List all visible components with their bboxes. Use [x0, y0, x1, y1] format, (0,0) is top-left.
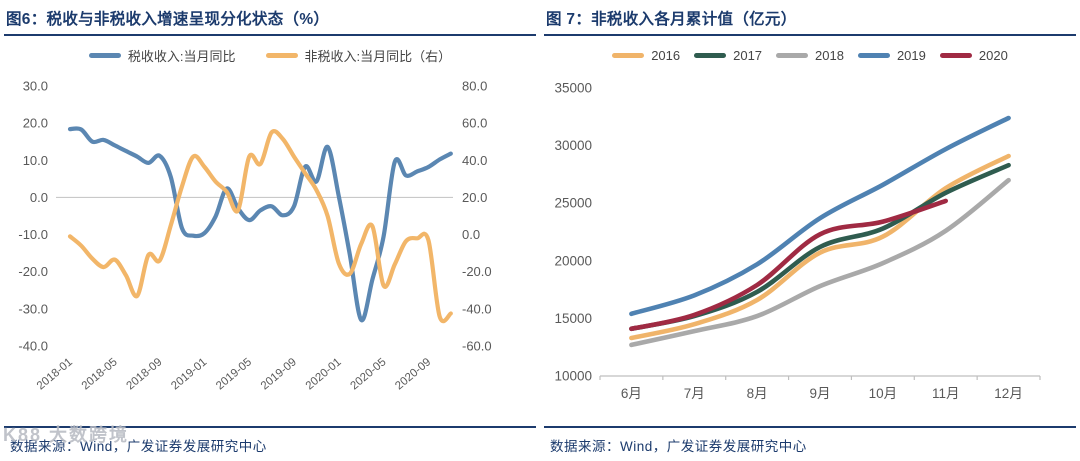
legend-swatch	[88, 52, 121, 58]
legend-item-2017: 2017	[694, 48, 762, 63]
legend-swatch	[612, 52, 645, 58]
legend-swatch	[265, 52, 298, 58]
figure-7-title: 图 7：非税收入各月累计值（亿元）	[546, 11, 797, 28]
x-axis-tick-label: 2018-09	[124, 356, 164, 392]
x-axis-tick-label: 2018-01	[35, 356, 75, 392]
legend-label: 2019	[896, 47, 926, 63]
legend-label: 2017	[733, 47, 763, 63]
legend-item-非税收入:当月同比（右）: 非税收入:当月同比（右）	[265, 46, 452, 65]
legend-label: 2020	[978, 47, 1008, 63]
right-axis-tick-label: 20.0	[462, 190, 487, 205]
x-axis-month-label: 10月	[869, 386, 898, 401]
y-axis-tick-label: 10000	[554, 369, 592, 384]
x-axis-month-label: 6月	[621, 386, 642, 401]
figure-7-source: 数据来源：Wind，广发证券发展研究中心	[550, 438, 807, 454]
x-axis-tick-label: 2020-09	[393, 356, 433, 392]
y-axis-tick-label: 20000	[554, 253, 592, 268]
left-axis-tick-label: 30.0	[23, 79, 48, 94]
series-line-2016	[629, 153, 1011, 341]
x-axis-month-label: 8月	[747, 386, 768, 401]
y-axis-tick-label: 30000	[554, 138, 592, 153]
legend-label: 2018	[815, 47, 844, 63]
series-line-非税收入:当月同比（右）	[67, 129, 453, 324]
right-axis-tick-label: -20.0	[462, 264, 492, 279]
right-axis-tick-label: -40.0	[462, 301, 492, 316]
figure-6-title: 图6：税收与非税收入增速呈现分化状态（%）	[6, 11, 330, 28]
x-axis-tick-label: 2020-05	[348, 356, 388, 392]
x-axis-month-label: 7月	[684, 386, 705, 401]
right-axis-tick-label: 40.0	[462, 153, 487, 168]
legend-swatch	[694, 52, 727, 58]
right-axis-tick-label: -60.0	[462, 339, 492, 354]
x-axis-month-label: 11月	[932, 386, 960, 401]
figure-6-footer: 数据来源：Wind，广发证券发展研究中心	[4, 426, 536, 461]
right-axis-tick-label: 0.0	[462, 227, 480, 242]
figure-7-plot: 35000 30000 25000 20000 15000 10000 6月 7月 8月 9月 10…	[554, 81, 1041, 401]
left-axis-tick-label: 10.0	[23, 153, 48, 168]
figure-7-legend: 2016 2017 2018 2019 2020	[540, 38, 1080, 72]
series-line-税收收入:当月同比	[67, 126, 453, 323]
left-axis-tick-label: 0.0	[30, 190, 48, 205]
figure-7-title-rule	[544, 34, 1076, 36]
left-axis-tick-label: -30.0	[18, 301, 48, 316]
x-axis-tick-label: 2018-05	[80, 356, 120, 392]
right-axis-tick-label: 80.0	[462, 79, 487, 94]
figure-6-panel: 图6：税收与非税收入增速呈现分化状态（%） 税收收入:当月同比 非税收入:当月同比…	[0, 11, 540, 461]
x-axis-tick-label: 2020-01	[304, 356, 344, 392]
legend-label: 非税收入:当月同比（右）	[304, 48, 452, 64]
series-line-2019	[629, 115, 1011, 317]
legend-item-2019: 2019	[857, 47, 926, 63]
legend-swatch	[939, 52, 972, 58]
legend-item-税收收入:当月同比: 税收收入:当月同比	[88, 46, 236, 65]
figure-7-panel: 图 7：非税收入各月累计值（亿元） 2016 2017 2018 2019 2020 3…	[540, 0, 1080, 461]
figure-6-plot: 30.0 20.0 10.0 0.0 -10.0 -20.0 -30.0 -40.0 80.0 6…	[18, 79, 492, 393]
left-axis-tick-label: 20.0	[23, 116, 48, 131]
y-axis-tick-label: 35000	[554, 81, 592, 96]
legend-item-2020: 2020	[939, 47, 1008, 63]
figure-6-legend: 税收收入:当月同比 非税收入:当月同比（右）	[0, 38, 540, 72]
legend-item-2018: 2018	[776, 48, 844, 63]
left-axis-tick-label: -40.0	[18, 339, 48, 354]
x-axis-tick-label: 2019-01	[169, 356, 209, 392]
left-axis-tick-label: -20.0	[18, 264, 48, 279]
series-line-2017	[629, 162, 1011, 332]
x-axis-tick-label: 2019-05	[214, 356, 254, 392]
figure-6-source: 数据来源：Wind，广发证券发展研究中心	[10, 438, 267, 454]
y-axis-tick-label: 25000	[554, 196, 592, 211]
right-axis-tick-label: 60.0	[462, 116, 487, 131]
legend-label: 税收收入:当月同比	[127, 48, 236, 64]
legend-item-2016: 2016	[612, 48, 680, 63]
figure-7-footer: 数据来源：Wind，广发证券发展研究中心	[544, 426, 1076, 461]
series-line-2020	[629, 198, 948, 332]
legend-swatch	[857, 52, 890, 58]
figure-6-title-rule	[4, 34, 536, 36]
legend-swatch	[776, 52, 809, 58]
left-axis-tick-label: -10.0	[18, 227, 48, 242]
x-axis-month-label: 9月	[809, 386, 830, 401]
legend-label: 2016	[651, 47, 681, 63]
y-axis-tick-label: 15000	[554, 311, 592, 326]
series-line-2018	[629, 177, 1011, 348]
x-axis-month-label: 12月	[994, 386, 1023, 401]
x-axis-tick-label: 2019-09	[259, 356, 299, 392]
